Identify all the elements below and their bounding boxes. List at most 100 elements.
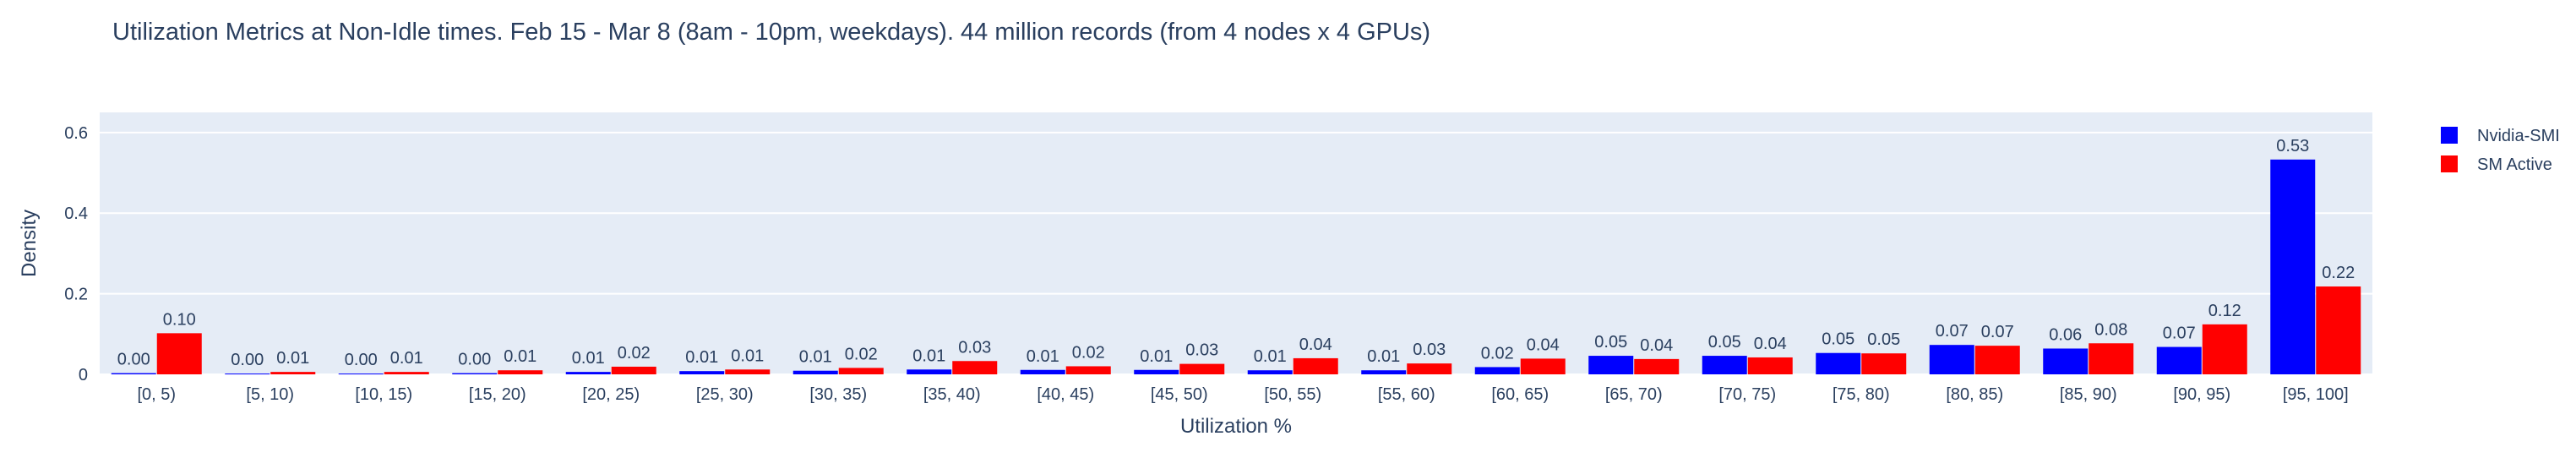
bar-sm-active — [270, 372, 316, 374]
bar-nvidia-smi — [1702, 356, 1747, 374]
bar-nvidia-smi — [1361, 370, 1407, 374]
data-label: 0.02 — [618, 344, 651, 363]
bar-sm-active — [611, 366, 656, 374]
bar-sm-active — [1747, 357, 1793, 374]
data-label: 0.00 — [117, 351, 150, 369]
x-tick-label: [65, 70) — [1605, 385, 1663, 404]
x-tick-label: [85, 90) — [2060, 385, 2117, 404]
bar-sm-active — [2089, 343, 2134, 374]
data-label: 0.05 — [1822, 330, 1854, 349]
data-label: 0.01 — [276, 349, 309, 368]
bar-sm-active — [838, 368, 884, 374]
x-tick-label: [50, 55) — [1264, 385, 1321, 404]
legend-label: SM Active — [2477, 155, 2552, 174]
bar-nvidia-smi — [2043, 348, 2089, 374]
data-label: 0.02 — [1481, 344, 1514, 363]
x-axis-ticks: [0, 5) [5, 10) [10, 15) [15, 20) [20, 25) [25… — [137, 385, 2348, 404]
data-label: 0.06 — [2049, 325, 2082, 344]
x-tick-label: [75, 80) — [1833, 385, 1890, 404]
bar-sm-active — [1179, 363, 1225, 374]
legend-label: Nvidia-SMI — [2477, 127, 2560, 145]
data-label: 0.02 — [1072, 343, 1105, 362]
data-label: 0.01 — [390, 349, 423, 368]
x-tick-label: [95, 100] — [2283, 385, 2349, 404]
bar-sm-active — [2202, 324, 2247, 374]
bar-nvidia-smi — [1247, 370, 1293, 374]
bar-sm-active — [156, 333, 202, 374]
data-label: 0.00 — [345, 351, 378, 369]
bar-nvidia-smi — [2156, 346, 2202, 374]
bar-nvidia-smi — [338, 373, 384, 375]
x-tick-label: [55, 60) — [1378, 385, 1435, 404]
legend: Nvidia-SMI SM Active — [2441, 127, 2560, 174]
x-tick-label: [0, 5) — [137, 385, 176, 404]
data-label: 0.03 — [1413, 341, 1446, 359]
data-label: 0.01 — [912, 346, 945, 365]
bar-nvidia-smi — [452, 373, 498, 374]
data-label: 0.01 — [731, 346, 764, 365]
x-tick-label: [5, 10) — [246, 385, 294, 404]
data-label: 0.01 — [1254, 347, 1287, 366]
bar-sm-active — [1974, 346, 2020, 374]
bar-nvidia-smi — [1134, 369, 1179, 374]
bar-sm-active — [1065, 366, 1111, 374]
legend-swatch — [2441, 127, 2458, 144]
bar-sm-active — [952, 361, 998, 374]
x-tick-label: [30, 35) — [809, 385, 867, 404]
bar-sm-active — [384, 372, 429, 374]
x-tick-label: [10, 15) — [355, 385, 412, 404]
bar-nvidia-smi — [1474, 367, 1520, 374]
data-label: 0.01 — [685, 348, 718, 367]
y-axis-ticks: 0 0.2 0.4 0.6 — [64, 124, 88, 384]
data-label: 0.04 — [1754, 335, 1787, 353]
x-tick-label: [90, 95) — [2173, 385, 2230, 404]
bar-labels: 0.00 0.10 0.00 0.01 0.00 0.01 0.00 0.01 0.01 0.02… — [117, 137, 2355, 369]
x-tick-label: [15, 20) — [469, 385, 526, 404]
x-tick-label: [35, 40) — [923, 385, 981, 404]
bar-nvidia-smi — [792, 370, 838, 374]
bar-nvidia-smi — [2270, 159, 2316, 374]
x-tick-label: [20, 25) — [582, 385, 640, 404]
bar-sm-active — [1293, 357, 1338, 374]
x-axis-title: Utilization % — [1180, 415, 1292, 438]
data-label: 0.07 — [1981, 323, 2014, 341]
bar-sm-active — [1861, 353, 1907, 374]
data-label: 0.22 — [2322, 264, 2355, 282]
data-label: 0.07 — [1936, 322, 1969, 341]
chart-title: Utilization Metrics at Non-Idle times. F… — [112, 19, 1430, 46]
data-label: 0.53 — [2276, 137, 2309, 155]
y-tick-label: 0.4 — [64, 204, 88, 223]
x-tick-label: [60, 65) — [1491, 385, 1549, 404]
x-tick-label: [70, 75) — [1718, 385, 1776, 404]
bar-nvidia-smi — [907, 369, 952, 374]
data-label: 0.12 — [2208, 302, 2241, 320]
data-label: 0.00 — [458, 351, 491, 369]
bar-nvidia-smi — [565, 372, 611, 374]
y-axis-title: Density — [18, 210, 41, 277]
bar-sm-active — [2316, 286, 2361, 374]
x-tick-label: [40, 45) — [1037, 385, 1094, 404]
data-label: 0.01 — [1367, 347, 1400, 366]
bar-nvidia-smi — [1588, 356, 1634, 374]
bar-nvidia-smi — [1929, 345, 1974, 374]
bar-sm-active — [725, 369, 771, 374]
data-label: 0.07 — [2163, 324, 2196, 343]
y-tick-label: 0 — [79, 366, 88, 384]
data-label: 0.01 — [572, 349, 605, 368]
data-label: 0.01 — [1027, 347, 1059, 366]
data-label: 0.10 — [163, 310, 196, 329]
bar-sm-active — [1634, 358, 1680, 374]
data-label: 0.00 — [231, 351, 264, 369]
bars — [111, 159, 2361, 375]
x-tick-label: [80, 85) — [1946, 385, 2003, 404]
data-label: 0.01 — [504, 347, 536, 366]
y-tick-label: 0.6 — [64, 124, 88, 143]
data-label: 0.04 — [1299, 335, 1332, 354]
bar-sm-active — [1520, 358, 1566, 374]
x-tick-label: [45, 50) — [1151, 385, 1208, 404]
data-label: 0.01 — [1140, 347, 1173, 366]
y-tick-label: 0.2 — [64, 286, 88, 304]
x-tick-label: [25, 30) — [696, 385, 754, 404]
bar-sm-active — [1407, 363, 1452, 374]
data-label: 0.05 — [1594, 333, 1627, 352]
